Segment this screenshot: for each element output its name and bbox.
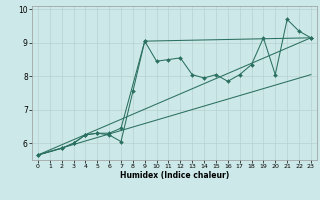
X-axis label: Humidex (Indice chaleur): Humidex (Indice chaleur) [120, 171, 229, 180]
